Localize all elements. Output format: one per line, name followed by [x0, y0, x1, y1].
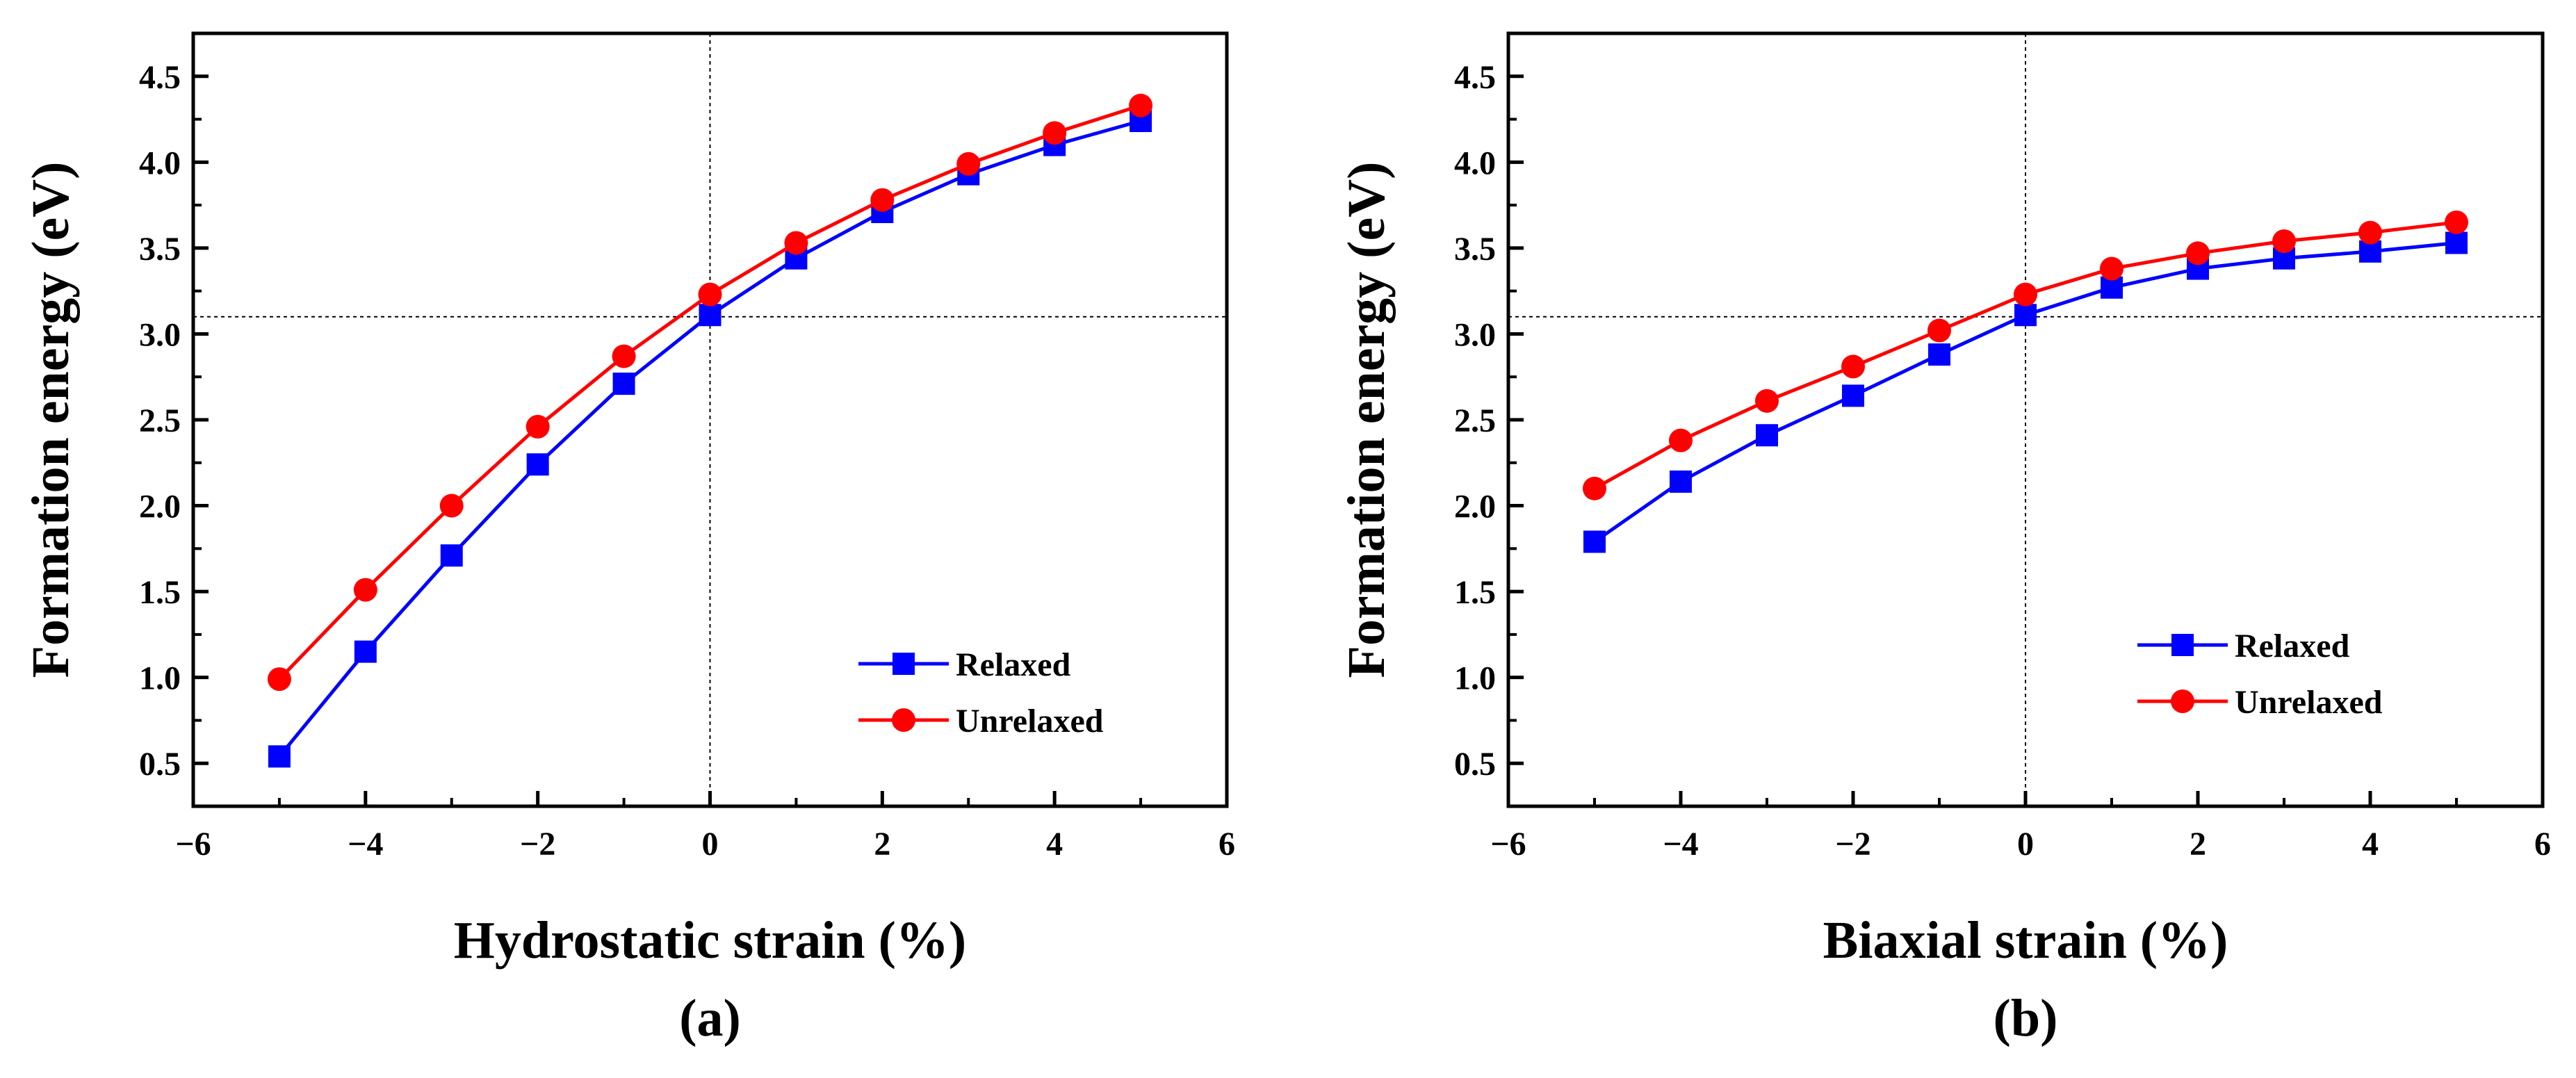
y-tick-label: 3.0: [1454, 316, 1496, 353]
y-tick-label: 4.0: [1454, 145, 1496, 181]
data-point-unrelaxed: [353, 578, 377, 602]
data-point-relaxed: [1756, 424, 1778, 447]
data-point-relaxed: [440, 544, 463, 567]
x-tick-label: 4: [2362, 826, 2379, 863]
data-point-unrelaxed: [2186, 241, 2210, 266]
data-point-relaxed: [1928, 343, 1950, 366]
x-tick-label: 6: [1218, 826, 1235, 863]
data-point-unrelaxed: [956, 152, 981, 176]
chart-panel-1: −6 −4 −2 0 2 4 6 0.5 1.0 1.5 2.0 2.5 3.0 3.5 4.0 4.5 Hyd…: [22, 31, 1235, 1047]
data-point-unrelaxed: [439, 493, 464, 518]
y-tick-label: 3.5: [1454, 231, 1496, 268]
y-tick-label: 3.5: [139, 231, 181, 268]
data-point-unrelaxed: [1129, 93, 1153, 117]
series-line-unrelaxed: [278, 104, 1141, 680]
y-tick-label: 3.0: [139, 316, 181, 353]
x-tick-label: 2: [2190, 826, 2206, 863]
y-tick-label: 1.5: [1454, 574, 1496, 611]
y-tick-label: 1.0: [139, 660, 181, 697]
panel-label: (a): [679, 989, 741, 1047]
x-tick-label: 0: [702, 826, 719, 863]
data-point-unrelaxed: [2100, 256, 2123, 281]
x-tick-label: −6: [1490, 826, 1526, 863]
y-axis-title: Formation energy (eV): [1337, 162, 1396, 678]
data-point-unrelaxed: [2445, 210, 2468, 234]
legend: Relaxed Unrelaxed: [858, 646, 1104, 740]
x-tick-label: 4: [1046, 826, 1063, 863]
y-tick-label: 2.5: [1454, 402, 1496, 439]
x-axis-title: Hydrostatic strain (%): [454, 911, 966, 970]
x-tick-label: −6: [175, 826, 211, 863]
x-axis-title: Biaxial strain (%): [1823, 911, 2228, 970]
data-point-relaxed: [2445, 231, 2468, 254]
data-point-unrelaxed: [1755, 389, 1779, 413]
data-point-relaxed: [2014, 304, 2037, 327]
y-tick-label: 4.0: [139, 145, 181, 181]
y-tick-label: 4.5: [139, 59, 181, 96]
data-point-unrelaxed: [612, 344, 636, 368]
y-tick-label: 1.0: [1454, 660, 1496, 697]
data-point-relaxed: [1583, 530, 1606, 553]
data-point-unrelaxed: [784, 231, 808, 255]
data-point-unrelaxed: [1841, 354, 1865, 379]
y-tick-label: 2.5: [139, 402, 181, 439]
x-tick-label: −2: [520, 826, 555, 863]
data-point-unrelaxed: [1927, 318, 1951, 343]
y-axis-title: Formation energy (eV): [22, 162, 80, 678]
x-tick-label: −4: [1663, 826, 1698, 863]
x-tick-label: −2: [1835, 826, 1870, 863]
data-point-unrelaxed: [525, 414, 550, 439]
data-point-unrelaxed: [2358, 220, 2382, 245]
plot-frame: [1506, 31, 2545, 808]
legend-marker-relaxed: [892, 653, 915, 675]
data-point-relaxed: [526, 453, 549, 476]
legend-label-relaxed: Relaxed: [2235, 628, 2350, 664]
chart-panel-2: −6 −4 −2 0 2 4 6 0.5 1.0 1.5 2.0 2.5 3.0 3.5 4.0 4.5 Bia…: [1337, 31, 2551, 1047]
legend: Relaxed Unrelaxed: [2137, 628, 2383, 721]
y-tick-label: 0.5: [139, 746, 181, 783]
plot-frame: [191, 31, 1229, 808]
x-tick-label: 0: [2017, 826, 2034, 863]
data-point-unrelaxed: [1669, 428, 1693, 452]
data-point-unrelaxed: [1043, 121, 1067, 145]
y-tick-label: 1.5: [139, 574, 181, 611]
x-tick-label: 2: [874, 826, 890, 863]
y-tick-label: 4.5: [1454, 59, 1496, 96]
y-tick-label: 2.0: [1454, 489, 1496, 525]
legend-label-unrelaxed: Unrelaxed: [2235, 684, 2383, 721]
legend-marker-unrelaxed: [892, 708, 915, 732]
legend-label-unrelaxed: Unrelaxed: [956, 703, 1104, 740]
y-tick-label: 2.0: [139, 489, 181, 525]
legend-label-relaxed: Relaxed: [956, 646, 1071, 683]
data-point-unrelaxed: [1583, 476, 1606, 500]
data-point-unrelaxed: [698, 282, 722, 307]
y-tick-label: 0.5: [1454, 746, 1496, 783]
panel-label: (b): [1994, 989, 2058, 1047]
x-tick-label: 6: [2534, 826, 2551, 863]
legend-marker-unrelaxed: [2171, 689, 2194, 713]
legend-marker-relaxed: [2171, 634, 2194, 656]
x-tick-label: −4: [348, 826, 383, 863]
data-point-relaxed: [354, 640, 377, 663]
data-point-relaxed: [612, 373, 635, 395]
data-point-relaxed: [1670, 470, 1692, 493]
data-point-relaxed: [1842, 384, 1864, 407]
data-point-unrelaxed: [2014, 282, 2037, 307]
data-point-unrelaxed: [267, 667, 291, 692]
data-point-unrelaxed: [2272, 229, 2296, 254]
data-point-relaxed: [699, 304, 722, 327]
data-point-unrelaxed: [870, 188, 895, 212]
data-point-relaxed: [268, 745, 291, 768]
